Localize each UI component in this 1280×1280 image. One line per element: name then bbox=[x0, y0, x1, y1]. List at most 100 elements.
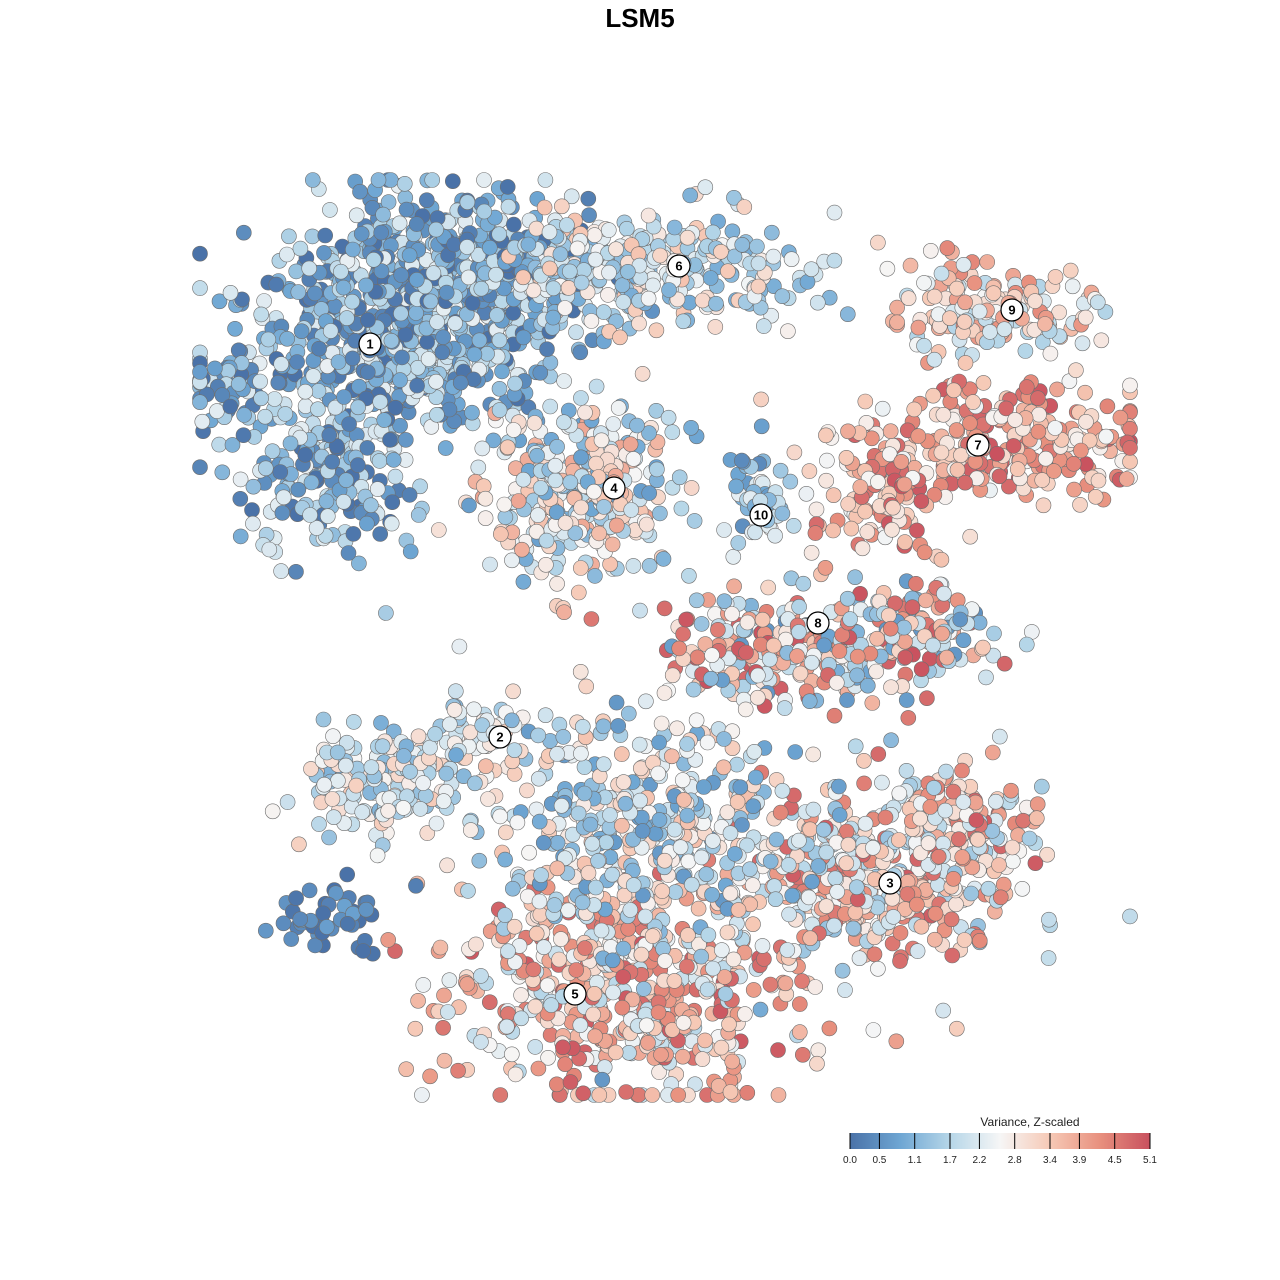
cluster-label-text: 1 bbox=[366, 337, 373, 352]
cell-point bbox=[556, 604, 572, 621]
cell-point bbox=[340, 545, 357, 561]
cell-point bbox=[705, 960, 721, 977]
cell-point bbox=[448, 747, 464, 763]
cell-point bbox=[742, 861, 758, 878]
cell-point bbox=[889, 314, 905, 331]
colorbar-tick-label: 2.8 bbox=[1008, 1155, 1022, 1166]
cell-point bbox=[264, 803, 281, 820]
cell-point bbox=[941, 310, 958, 327]
cell-point bbox=[253, 306, 270, 323]
cell-point bbox=[572, 1017, 589, 1033]
cell-point bbox=[817, 559, 834, 576]
cell-point bbox=[587, 251, 604, 268]
cell-point bbox=[750, 255, 767, 272]
cell-point bbox=[275, 489, 292, 506]
cell-point bbox=[489, 307, 505, 323]
cell-point bbox=[538, 532, 555, 549]
cell-point bbox=[656, 852, 673, 869]
cell-point bbox=[260, 331, 277, 348]
cell-point bbox=[1118, 471, 1135, 487]
cell-point bbox=[396, 176, 413, 192]
cell-point bbox=[925, 387, 942, 404]
cell-point bbox=[324, 791, 341, 807]
cell-point bbox=[807, 979, 824, 995]
cell-point bbox=[623, 502, 640, 518]
cell-point bbox=[621, 1045, 637, 1061]
cell-point bbox=[425, 265, 442, 281]
cell-point bbox=[192, 394, 208, 411]
cell-point bbox=[675, 626, 691, 642]
cluster-label-10: 10 bbox=[749, 503, 773, 527]
cluster-label-3: 3 bbox=[878, 871, 902, 895]
cell-point bbox=[906, 401, 923, 418]
cell-point bbox=[669, 720, 685, 737]
cell-point bbox=[292, 240, 309, 257]
cell-point bbox=[506, 742, 523, 759]
cell-point bbox=[549, 834, 566, 851]
cell-point bbox=[559, 217, 575, 233]
cell-point bbox=[385, 723, 402, 740]
cell-point bbox=[727, 846, 743, 862]
cell-point bbox=[446, 236, 462, 253]
cell-point bbox=[693, 948, 710, 965]
cell-point bbox=[772, 804, 789, 821]
cell-point bbox=[688, 592, 705, 609]
cell-point bbox=[963, 885, 979, 902]
cell-point bbox=[791, 832, 807, 849]
cell-point bbox=[1065, 455, 1082, 472]
cell-point bbox=[520, 236, 537, 253]
cell-point bbox=[614, 817, 630, 834]
cell-point bbox=[902, 257, 919, 274]
cell-point bbox=[909, 943, 926, 959]
cell-point bbox=[235, 427, 252, 444]
cell-point bbox=[281, 228, 297, 245]
cell-point bbox=[1078, 413, 1094, 430]
cell-point bbox=[339, 734, 355, 751]
cell-point bbox=[699, 981, 716, 998]
cell-point bbox=[543, 997, 560, 1013]
cell-point bbox=[912, 810, 928, 827]
cell-point bbox=[211, 436, 227, 453]
cell-point bbox=[515, 471, 532, 488]
cell-point bbox=[428, 815, 445, 832]
cell-point bbox=[949, 461, 966, 478]
cell-point bbox=[753, 418, 770, 435]
cell-point bbox=[746, 743, 763, 760]
colorbar-tick-label: 0.5 bbox=[872, 1155, 886, 1166]
cell-point bbox=[560, 902, 577, 919]
cell-point bbox=[460, 269, 477, 286]
cell-point bbox=[991, 728, 1008, 745]
cell-point bbox=[870, 474, 886, 490]
cell-point bbox=[615, 940, 632, 957]
cell-point bbox=[652, 247, 668, 264]
cell-point bbox=[847, 904, 864, 921]
cell-point bbox=[380, 802, 397, 819]
cell-point bbox=[590, 853, 606, 869]
cell-point bbox=[857, 503, 873, 520]
cell-point bbox=[556, 414, 572, 431]
cell-point bbox=[655, 551, 672, 567]
cell-point bbox=[1090, 294, 1106, 311]
cell-point bbox=[944, 947, 961, 964]
cell-point bbox=[607, 1044, 624, 1061]
legend-title: Variance, Z-scaled bbox=[980, 1115, 1079, 1129]
cell-point bbox=[412, 801, 429, 817]
cell-point bbox=[447, 315, 463, 332]
cell-point bbox=[604, 536, 621, 553]
cell-point bbox=[407, 1020, 424, 1037]
cell-point bbox=[750, 667, 766, 684]
cell-point bbox=[348, 207, 365, 224]
cell-point bbox=[327, 399, 344, 416]
cell-point bbox=[422, 293, 439, 310]
cell-point bbox=[279, 794, 296, 810]
cell-point bbox=[885, 499, 901, 516]
cell-point bbox=[870, 960, 886, 977]
cell-point bbox=[791, 598, 807, 615]
cell-point bbox=[777, 975, 794, 992]
cell-point bbox=[856, 775, 872, 792]
cell-point bbox=[515, 329, 532, 346]
cell-point bbox=[408, 271, 425, 288]
cell-point bbox=[784, 887, 801, 904]
cell-point bbox=[387, 468, 404, 485]
cell-point bbox=[800, 889, 817, 906]
